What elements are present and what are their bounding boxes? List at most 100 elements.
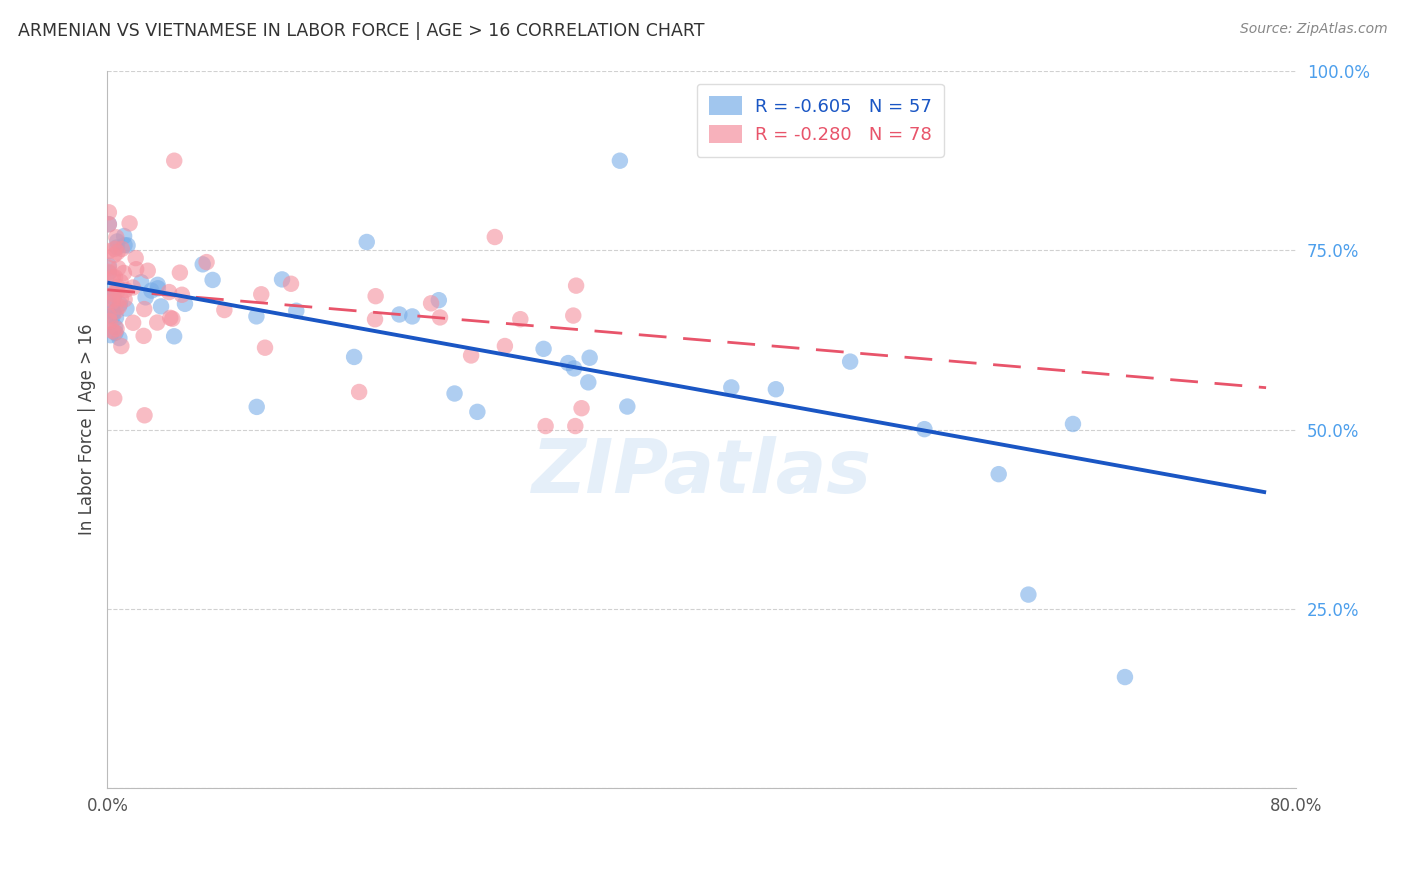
Point bbox=[97, 266, 120, 280]
Point bbox=[136, 264, 159, 278]
Point bbox=[494, 339, 516, 353]
Point bbox=[101, 270, 124, 285]
Point bbox=[111, 242, 134, 256]
Point bbox=[460, 349, 482, 363]
Point bbox=[271, 272, 294, 286]
Point bbox=[285, 303, 308, 318]
Point bbox=[253, 341, 276, 355]
Point bbox=[388, 308, 411, 322]
Point bbox=[484, 230, 506, 244]
Point bbox=[571, 401, 593, 416]
Point bbox=[115, 301, 138, 316]
Legend: R = -0.605   N = 57, R = -0.280   N = 78: R = -0.605 N = 57, R = -0.280 N = 78 bbox=[697, 84, 943, 157]
Point bbox=[576, 376, 599, 390]
Point bbox=[122, 280, 145, 294]
Point bbox=[562, 309, 585, 323]
Point bbox=[125, 262, 148, 277]
Point bbox=[103, 248, 125, 262]
Point bbox=[97, 218, 120, 232]
Point bbox=[443, 386, 465, 401]
Point bbox=[609, 153, 631, 168]
Point bbox=[169, 266, 191, 280]
Point bbox=[107, 245, 129, 260]
Point bbox=[150, 299, 173, 313]
Point bbox=[429, 310, 451, 325]
Point bbox=[104, 326, 127, 340]
Point bbox=[1114, 670, 1136, 684]
Point bbox=[162, 311, 184, 326]
Point bbox=[134, 409, 156, 423]
Point bbox=[105, 284, 128, 298]
Point bbox=[104, 242, 127, 256]
Point bbox=[97, 309, 120, 323]
Point bbox=[103, 305, 125, 319]
Point bbox=[201, 273, 224, 287]
Point bbox=[135, 290, 157, 304]
Point bbox=[107, 261, 129, 276]
Point bbox=[132, 329, 155, 343]
Point bbox=[564, 419, 586, 434]
Point bbox=[97, 217, 120, 231]
Point bbox=[104, 326, 127, 340]
Point bbox=[134, 301, 156, 316]
Point bbox=[565, 278, 588, 293]
Point bbox=[250, 287, 273, 301]
Point bbox=[122, 316, 145, 330]
Point bbox=[401, 310, 423, 324]
Point bbox=[101, 299, 124, 313]
Point bbox=[105, 240, 128, 254]
Point bbox=[101, 324, 124, 338]
Point bbox=[534, 419, 557, 434]
Point bbox=[103, 286, 125, 301]
Y-axis label: In Labor Force | Age > 16: In Labor Force | Age > 16 bbox=[79, 324, 96, 535]
Point bbox=[105, 230, 128, 244]
Point bbox=[420, 296, 443, 310]
Point bbox=[108, 331, 131, 345]
Point bbox=[616, 400, 638, 414]
Point bbox=[146, 277, 169, 292]
Point bbox=[110, 339, 132, 353]
Point bbox=[101, 293, 124, 307]
Text: ZIPatlas: ZIPatlas bbox=[531, 436, 872, 509]
Point bbox=[103, 392, 125, 406]
Point bbox=[107, 279, 129, 293]
Point bbox=[146, 316, 169, 330]
Point bbox=[117, 238, 139, 252]
Point bbox=[562, 361, 585, 376]
Point bbox=[100, 285, 122, 299]
Point bbox=[347, 384, 370, 399]
Point bbox=[343, 350, 366, 364]
Text: ARMENIAN VS VIETNAMESE IN LABOR FORCE | AGE > 16 CORRELATION CHART: ARMENIAN VS VIETNAMESE IN LABOR FORCE | … bbox=[18, 22, 704, 40]
Point bbox=[509, 312, 531, 326]
Point bbox=[364, 312, 387, 326]
Point bbox=[97, 244, 120, 258]
Point bbox=[101, 294, 124, 309]
Point bbox=[105, 322, 128, 336]
Point bbox=[912, 422, 935, 436]
Point bbox=[110, 291, 132, 305]
Point bbox=[163, 153, 186, 168]
Point bbox=[356, 235, 378, 249]
Point bbox=[280, 277, 302, 291]
Point bbox=[104, 304, 127, 318]
Point bbox=[97, 259, 120, 273]
Point bbox=[987, 467, 1010, 482]
Point bbox=[174, 297, 197, 311]
Point bbox=[103, 291, 125, 305]
Point bbox=[104, 310, 127, 325]
Point bbox=[214, 303, 236, 318]
Point bbox=[467, 405, 489, 419]
Point bbox=[104, 320, 127, 334]
Point bbox=[118, 216, 141, 230]
Point bbox=[97, 261, 120, 276]
Point bbox=[839, 354, 862, 368]
Point bbox=[191, 257, 214, 271]
Point bbox=[112, 266, 135, 280]
Point bbox=[108, 300, 131, 314]
Point bbox=[114, 238, 136, 252]
Point bbox=[125, 251, 148, 265]
Point bbox=[720, 380, 742, 394]
Point bbox=[101, 309, 124, 323]
Point bbox=[427, 293, 450, 308]
Point bbox=[141, 284, 163, 298]
